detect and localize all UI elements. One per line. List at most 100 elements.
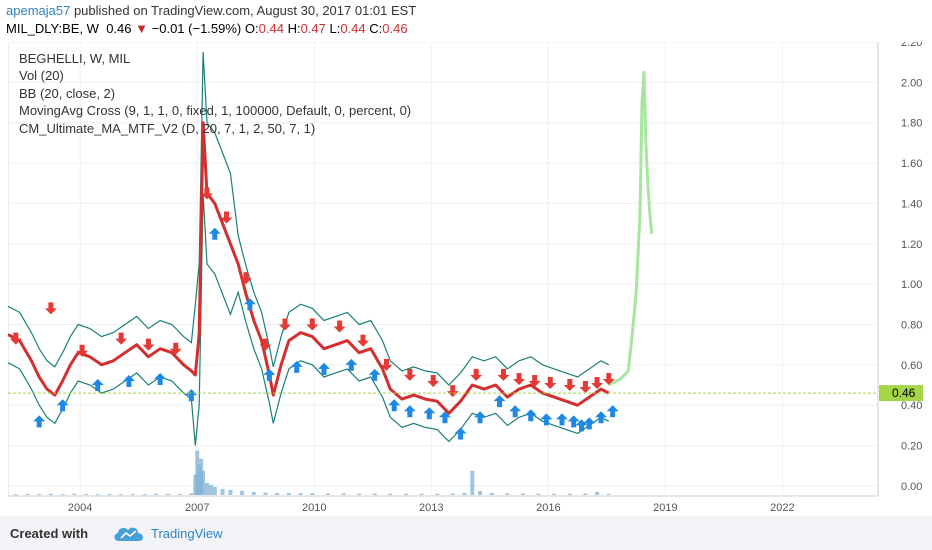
indicator-legend: BEGHELLI, W, MIL Vol (20) BB (20, close,… [19,50,411,137]
grid-lines [8,42,878,496]
up-arrow-icon [595,411,608,424]
legend-moving-avg-cross[interactable]: MovingAvg Cross (9, 1, 1, 0, fixed, 1, 1… [19,103,412,119]
volume-bar [275,492,280,495]
down-arrow-icon [278,318,291,331]
up-arrow-icon [263,368,276,381]
down-arrow-icon [497,368,510,381]
footer-bar: Created with TradingView [0,516,932,550]
volume-bar [201,470,206,495]
down-arrow-icon [169,342,182,355]
legend-bollinger[interactable]: BB (20, close, 2) [19,85,116,101]
x-tick-label: 2022 [770,502,794,514]
volume-bar [72,493,77,495]
volume-bar [130,493,135,495]
up-arrow-icon [524,409,537,422]
tradingview-link[interactable]: TradingView [151,526,223,541]
volume-bar [606,493,611,495]
volume-bar [489,492,494,495]
volume-bar [462,492,467,495]
volume-bar [60,494,65,496]
ohlc-close-label: C: [369,21,383,36]
down-arrow-icon [446,385,459,398]
volume-bar [13,494,18,496]
down-arrow-icon [357,334,370,347]
bollinger-upper-band [8,52,610,386]
down-arrow-icon [513,372,526,385]
down-arrow-icon [427,374,440,387]
current-price-badge [879,385,923,402]
up-arrow-icon [454,427,467,440]
up-arrow-icon [318,362,331,375]
price-chart[interactable]: 0.00 0.20 0.40 0.60 0.80 1.00 1.20 1.40 1.60 1.80… [8,42,932,516]
up-arrow-icon [474,411,487,424]
volume-bar [310,493,315,495]
signal-markers [9,187,619,440]
down-arrow-icon [380,358,393,371]
legend-volume[interactable]: Vol (20) [19,68,64,84]
y-tick-label: 2.20 [901,42,922,49]
ohlc-open-value: 0.44 [258,21,284,36]
y-tick-label: 0.80 [901,319,922,331]
volume-bar [251,491,256,495]
volume-bar [228,489,233,495]
volume-bar [107,493,112,495]
down-arrow-icon [9,332,22,345]
legend-cm-ultimate-ma[interactable]: CM_Ultimate_MA_MTF_V2 (D, 20, 7, 1, 2, 5… [19,120,316,136]
up-arrow-icon [290,360,303,373]
x-tick-label: 2010 [302,502,326,514]
volume-bar [450,493,455,495]
volume-bar [37,493,42,495]
volume-bar [154,493,159,495]
volume-bar [567,493,572,495]
down-arrow-icon [76,344,89,357]
volume-bar [520,493,525,495]
author-link[interactable]: apemaja57 [6,3,71,18]
volume-bar [263,492,268,495]
up-arrow-icon [91,379,104,392]
down-arrow-icon [142,338,155,351]
up-arrow-icon [368,368,381,381]
y-tick-label: 0.20 [901,441,922,453]
down-arrow-icon [333,320,346,333]
x-axis: 2004 2007 2010 2013 2016 2019 2022 [8,495,878,514]
up-arrow-icon [388,399,401,412]
down-arrow-icon [563,379,576,392]
down-arrow-icon [602,372,615,385]
up-arrow-icon [540,413,553,426]
price-change: −0.01 (−1.59%) [151,21,242,36]
legend-symbol[interactable]: BEGHELLI, W, MIL [19,51,131,66]
volume-bar [372,493,377,495]
current-price-tag: 0.46 [8,385,923,402]
up-arrow-icon [345,358,358,371]
volume-bar [595,491,600,495]
volume-bar [435,493,440,495]
symbol-quote-line: MIL_DLY:BE, W 0.46 ▼ −0.01 (−1.59%) O:0.… [6,21,408,36]
up-arrow-icon [438,411,451,424]
volume-bar [325,493,330,495]
price-series [8,70,654,415]
down-arrow-icon [403,368,416,381]
down-arrow-icon [591,377,604,390]
projection-line [608,70,654,387]
symbol-label[interactable]: MIL_DLY:BE, W [6,21,99,36]
price-line [8,121,610,415]
volume-bar [48,493,53,495]
up-arrow-icon [33,415,46,428]
volume-bar [84,493,89,495]
x-tick-label: 2013 [419,502,443,514]
volume-bar [357,493,362,495]
x-tick-label: 2016 [536,502,560,514]
last-price: 0.46 [106,21,132,36]
y-tick-label: 2.00 [901,77,922,89]
x-tick-label: 2004 [68,502,92,514]
up-arrow-icon [423,407,436,420]
tradingview-cloud-icon [112,525,146,548]
volume-bar [165,493,170,495]
volume-bar [388,493,393,495]
bollinger-bands [8,52,610,446]
y-axis: 0.00 0.20 0.40 0.60 0.80 1.00 1.20 1.40 1.60 1.80… [877,42,922,496]
volume-bar [142,494,147,496]
down-arrow-icon [528,374,541,387]
up-arrow-icon [403,405,416,418]
volume-bar [536,493,541,495]
